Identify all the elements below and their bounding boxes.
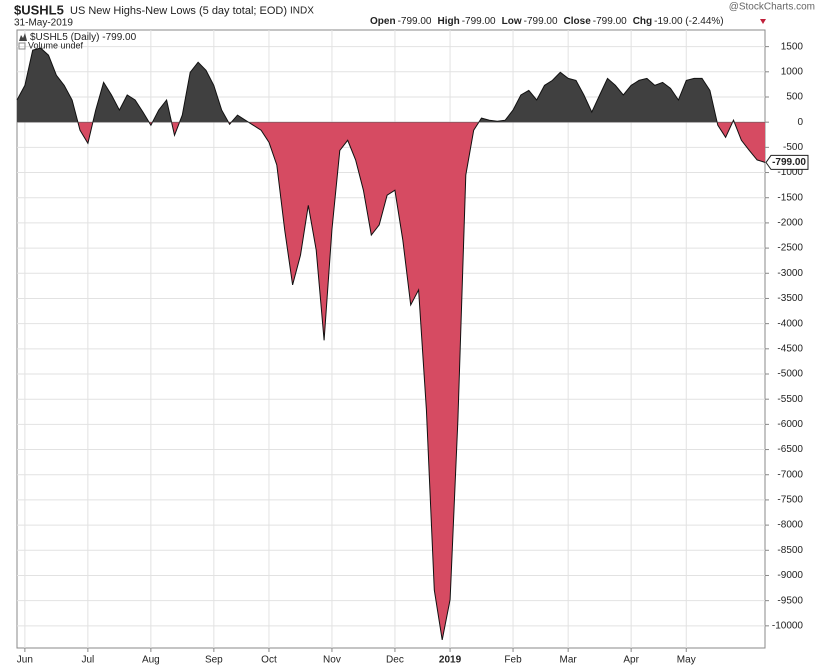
y-tick-label: -4000	[777, 318, 803, 329]
area-positive	[17, 48, 765, 123]
y-tick-label: -4500	[777, 343, 803, 354]
y-tick-label: -6500	[777, 444, 803, 455]
volume-icon	[18, 42, 26, 50]
x-tick-label: Feb	[504, 655, 522, 666]
y-tick-label: -7500	[777, 495, 803, 506]
quote-value: -799.00	[593, 16, 627, 27]
quote-value: -799.00	[462, 16, 496, 27]
x-tick-label: Dec	[386, 655, 404, 666]
x-tick-label: Mar	[560, 655, 578, 666]
x-tick-label: Aug	[142, 655, 160, 666]
y-tick-label: -5000	[777, 369, 803, 380]
y-tick-label: 1500	[781, 41, 804, 52]
area-negative	[77, 122, 765, 640]
y-tick-label: -2500	[777, 243, 803, 254]
quote-value: -799.00	[524, 16, 558, 27]
y-tick-label: -9000	[777, 570, 803, 581]
plot-frame	[16, 29, 766, 649]
quote-value: -799.00	[398, 16, 432, 27]
x-tick-label: Apr	[623, 655, 639, 666]
y-tick-label: -3500	[777, 293, 803, 304]
y-tick-label: 500	[786, 92, 803, 103]
legend-series: $USHL5 (Daily)	[30, 32, 99, 43]
quote-label: Open	[370, 16, 396, 27]
y-tick-label: -1500	[777, 192, 803, 203]
y-tick-label: -500	[783, 142, 803, 153]
y-tick-label: -10000	[772, 620, 804, 631]
y-tick-label: 1000	[781, 66, 804, 77]
y-tick-label: -6000	[777, 419, 803, 430]
quote-text: Open -799.00 High -799.00 Low -799.00 Close -79…	[370, 16, 724, 27]
y-tick-label: -7000	[777, 469, 803, 480]
grid	[17, 30, 769, 652]
legend-label: $USHL5 (Daily) -799.00	[30, 32, 137, 43]
legend-value: -799.00	[102, 32, 136, 43]
quote-label: Low	[502, 16, 522, 27]
last-value-label: -799.00	[772, 157, 806, 168]
last-value-box	[765, 154, 809, 170]
y-tick-label: -8500	[777, 545, 803, 556]
x-tick-label: Oct	[261, 655, 277, 666]
x-tick-label: Jul	[81, 655, 94, 666]
quote-label: Close	[564, 16, 592, 27]
quote-label: Chg	[633, 16, 652, 27]
x-tick-label: Sep	[205, 655, 223, 666]
description: US New Highs-New Lows (5 day total; EOD)	[70, 5, 287, 17]
quote-value: -19.00 (-2.44%)	[654, 16, 723, 27]
quote-bar: Open -799.00 High -799.00 Low -799.00 Close -79…	[370, 16, 724, 27]
x-tick-label: Nov	[323, 655, 341, 666]
y-tick-label: -2000	[777, 218, 803, 229]
date: 31-May-2019	[14, 18, 73, 29]
quote-label: High	[437, 16, 459, 27]
y-tick-label: 0	[797, 117, 803, 128]
y-tick-label: -5500	[777, 394, 803, 405]
x-tick-label: 2019	[439, 655, 462, 666]
y-tick-label: -8000	[777, 520, 803, 531]
y-tick-label: -1000	[777, 167, 803, 178]
y-tick-label: -3000	[777, 268, 803, 279]
line	[16, 47, 766, 640]
y-tick-label: -9500	[777, 595, 803, 606]
x-tick-label: Jun	[17, 655, 33, 666]
symbol: $USHL5	[14, 2, 64, 17]
down-arrow	[760, 19, 766, 24]
x-tick-label: May	[677, 655, 696, 666]
volume-note: Volume undef	[28, 40, 84, 50]
legend-icon	[19, 33, 27, 41]
areas	[16, 47, 766, 640]
watermark: @StockCharts.com	[729, 2, 815, 13]
exchange: INDX	[290, 6, 314, 17]
